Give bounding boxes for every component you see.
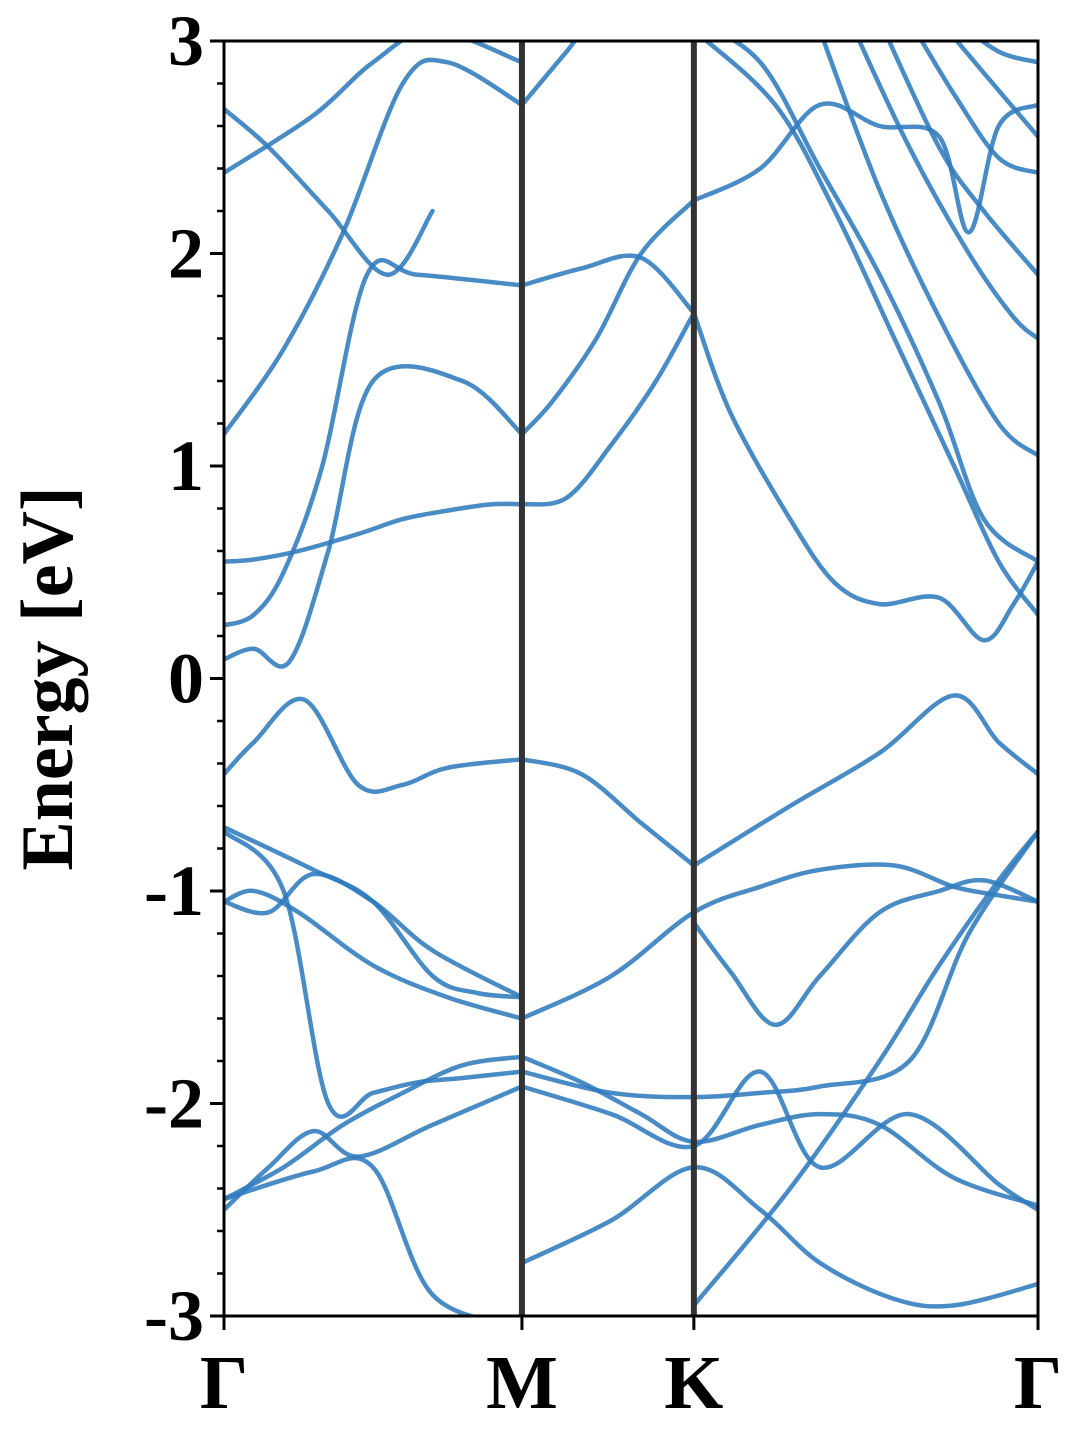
band-line-15 [519,862,1038,1021]
band-line-35 [919,41,1038,176]
band-line-4 [224,501,525,564]
band-line-17 [224,829,525,1119]
axis-ticks [210,39,1040,1330]
y-tick-label: 1 [168,426,204,506]
plot-frame [222,39,1040,1318]
band-line-19 [224,1054,525,1202]
band-line-20 [519,1054,1038,1208]
band-line-16 [691,877,1038,1028]
y-tick-label: -1 [144,851,204,931]
band-line-25 [691,829,1038,1308]
band-line-23 [224,1155,480,1316]
band-line-30 [730,41,1038,564]
y-axis-label: Energy [eV] [7,486,89,870]
band-line-32 [821,41,1038,458]
band-line-3 [691,693,1038,868]
y-tick-label: -3 [144,1276,204,1356]
band-line-29 [224,106,435,277]
x-tick-label: Γ [1014,1341,1062,1425]
band-line-5 [519,310,697,507]
band-line-7 [224,258,525,628]
y-tick-label: -2 [144,1064,204,1144]
band-line-28 [224,41,525,176]
band-line-36 [953,41,1038,139]
band-line-34 [886,41,1038,277]
band-line-6 [224,364,525,669]
band-line-11 [691,310,1038,643]
y-tick-label: 2 [168,214,204,294]
band-line-18 [519,829,1038,1100]
band-line-22 [519,1069,1038,1213]
band-line-26 [224,57,525,437]
band-line-33 [856,41,1038,341]
band-line-24 [519,1165,1038,1309]
band-line-9 [519,198,697,437]
y-tick-label: 3 [168,1,204,81]
bands-layer [224,41,1038,1316]
kpath-lines [518,41,697,1316]
band-line-31 [702,41,1038,618]
band-line-27 [519,41,578,108]
band-line-13 [224,871,525,1000]
band-line-37 [978,41,1038,65]
x-tick-label: Γ [200,1341,248,1425]
y-tick-label: 0 [168,639,204,719]
band-line-8 [519,253,697,316]
band-line-14 [224,888,525,1021]
band-line-21 [224,1084,525,1213]
x-tick-label: K [664,1341,723,1425]
band-line-12 [224,825,525,1000]
band-line-1 [224,696,525,794]
x-tick-label: M [486,1341,558,1425]
band-line-2 [519,757,697,868]
